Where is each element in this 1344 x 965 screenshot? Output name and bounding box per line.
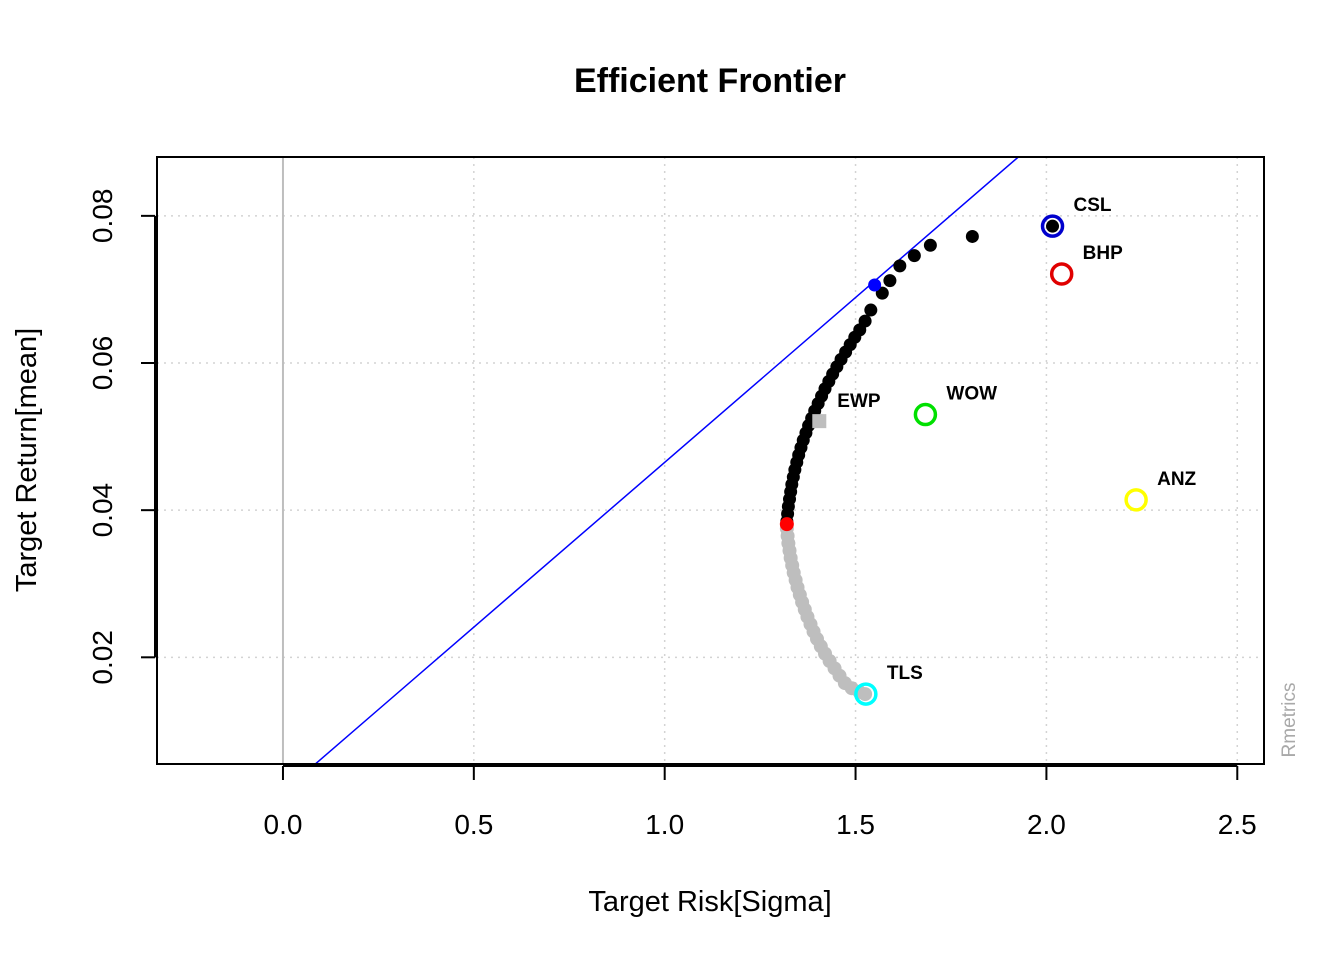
grid-layer	[157, 157, 1264, 764]
asset-label-csl: CSL	[1074, 195, 1112, 216]
y-tick-label: 0.06	[87, 336, 118, 391]
efficient-frontier-point	[923, 238, 937, 252]
efficient-frontier-point	[864, 303, 878, 317]
asset-label-bhp: BHP	[1083, 243, 1123, 264]
y-tick-label: 0.02	[87, 630, 118, 685]
asset-label-anz: ANZ	[1157, 469, 1196, 490]
efficient-frontier-point	[883, 274, 897, 288]
x-tick-label: 2.0	[1027, 809, 1066, 840]
x-tick-label: 0.5	[454, 809, 493, 840]
efficient-frontier-point	[907, 249, 921, 263]
labels-layer: EWP CSL BHP WOW ANZ TLS	[837, 195, 1196, 684]
inefficient-frontier-point	[858, 687, 873, 702]
chart-title: Efficient Frontier	[574, 62, 846, 100]
tangency-line	[314, 156, 1019, 765]
x-axis-label: Target Risk[Sigma]	[588, 886, 831, 918]
efficient-frontier-point	[1046, 219, 1060, 233]
asset-point-anz	[1124, 488, 1148, 512]
asset-point-wow	[913, 402, 938, 427]
asset-label-wow: WOW	[946, 384, 997, 405]
ewp-label: EWP	[837, 391, 881, 412]
y-tick-label: 0.08	[87, 189, 118, 244]
x-tick-label: 1.0	[645, 809, 684, 840]
asset-point-tls	[854, 682, 878, 706]
axis-layer: 0.0 0.5 1.0 1.5 2.0 2.5 0.02 0.04 0.06 0.08	[87, 189, 1257, 840]
rmetrics-watermark: Rmetrics	[1279, 683, 1300, 758]
efficient-frontier-point	[875, 286, 889, 300]
efficient-frontier-point	[965, 229, 979, 243]
points-layer	[779, 214, 1148, 706]
tangency-point	[868, 278, 882, 292]
tangency-line-layer	[314, 156, 1019, 765]
asset-point-csl	[1040, 214, 1065, 238]
x-tick-label: 0.0	[264, 809, 303, 840]
min-variance-point	[779, 517, 794, 532]
ewp-point	[812, 414, 827, 429]
plot-frame	[156, 156, 1265, 765]
y-tick-label: 0.04	[87, 483, 118, 538]
efficient-frontier-point	[893, 259, 907, 273]
x-tick-label: 2.5	[1218, 809, 1257, 840]
efficient-frontier-point	[858, 314, 872, 328]
y-axis-label: Target Return[mean]	[11, 328, 43, 592]
asset-label-tls: TLS	[887, 663, 923, 684]
x-tick-label: 1.5	[836, 809, 875, 840]
asset-point-bhp	[1049, 262, 1074, 286]
